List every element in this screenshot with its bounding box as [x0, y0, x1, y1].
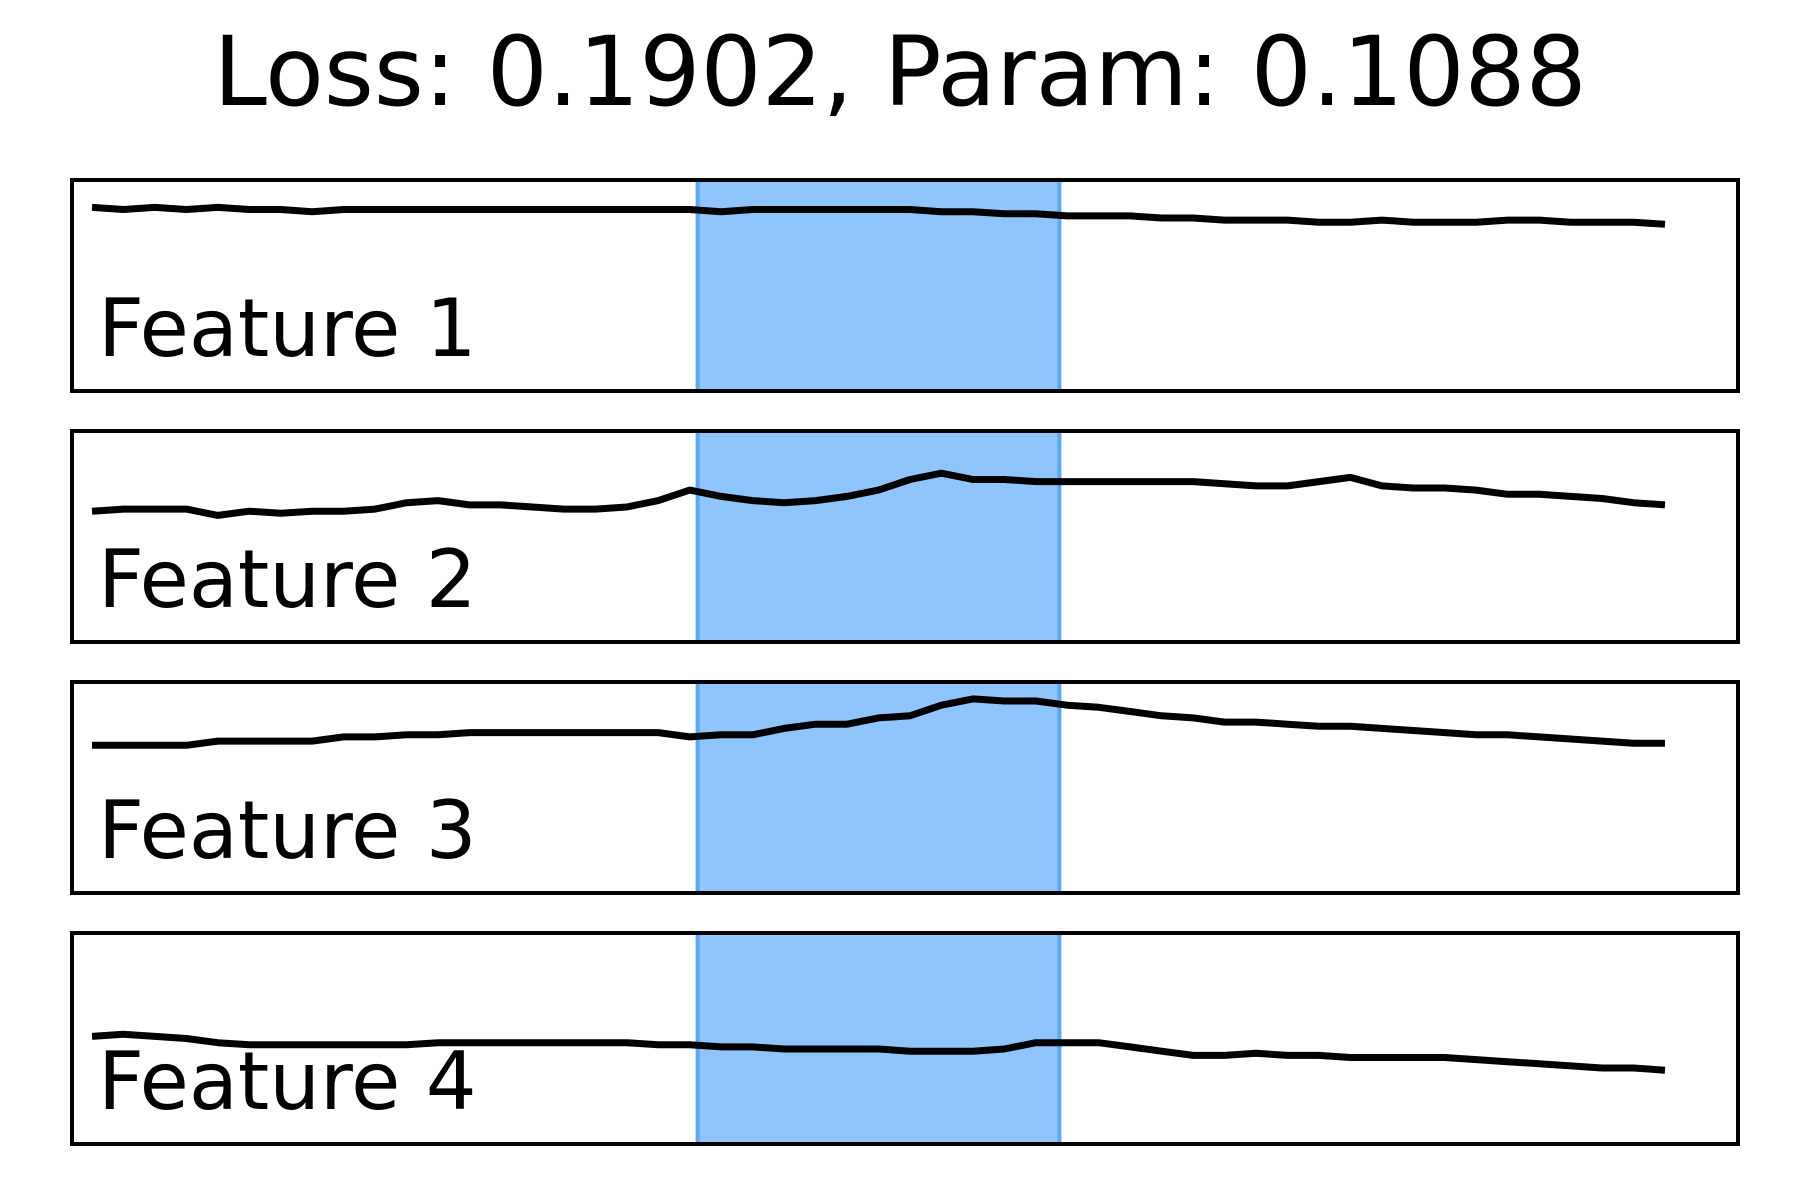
panel-frame — [70, 178, 1740, 393]
feature-label-3: Feature 3 — [98, 784, 477, 877]
highlight-span — [697, 431, 1060, 642]
highlight-span — [697, 933, 1060, 1144]
feature-panel-2: Feature 2 — [70, 429, 1740, 644]
feature-label-4: Feature 4 — [98, 1035, 477, 1128]
feature-line-4 — [91, 1030, 1666, 1074]
chart-title: Loss: 0.1902, Param: 0.1088 — [213, 16, 1586, 128]
feature-panel-3: Feature 3 — [70, 680, 1740, 895]
panels: Feature 1 Feature 2 Feature 3 Feature 4 — [70, 178, 1740, 1146]
highlight-span — [697, 682, 1060, 893]
feature-line-3 — [92, 695, 1665, 749]
feature-panel-4: Feature 4 — [70, 931, 1740, 1146]
panel-frame — [70, 429, 1740, 644]
feature-line-1 — [91, 203, 1666, 228]
panel-frame — [70, 931, 1740, 1146]
feature-line-2 — [91, 469, 1666, 519]
feature-label-2: Feature 2 — [98, 533, 477, 626]
feature-label-1: Feature 1 — [98, 282, 477, 375]
panel-frame — [70, 680, 1740, 895]
feature-panel-1: Feature 1 — [70, 178, 1740, 393]
